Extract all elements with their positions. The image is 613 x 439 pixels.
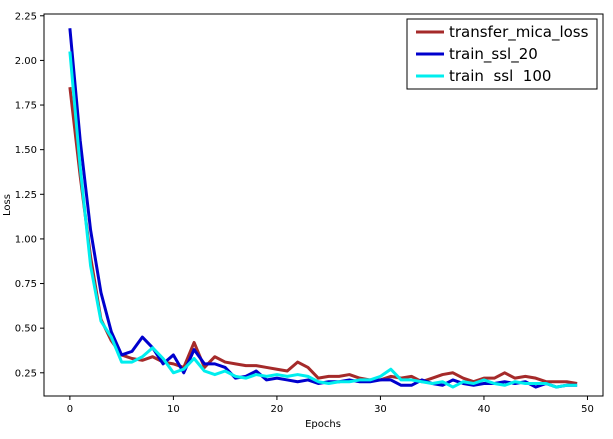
x-tick-label: 20	[271, 404, 284, 415]
x-tick-label: 50	[581, 404, 594, 415]
plot-frame	[43, 13, 604, 397]
series-layer	[68, 28, 578, 389]
series-line-transfer-mica-loss	[68, 87, 578, 385]
y-tick-label: 1.00	[15, 234, 37, 245]
y-axis-title: Loss	[2, 194, 13, 216]
legend-label-transfer-mica-loss: transfer_mica_loss	[449, 23, 589, 42]
y-axis: 0.25 0.50 0.75 1.00 1.25 1.50 1.75 2.00 2.25	[15, 11, 44, 379]
y-tick-label: 2.00	[15, 56, 37, 67]
legend-label-train-ssl-20: train_ssl_20	[449, 45, 538, 64]
y-tick-label: 1.50	[15, 145, 37, 156]
y-tick-label: 0.50	[15, 324, 37, 335]
legend: transfer_mica_loss train_ssl_20 train ss…	[406, 18, 598, 90]
x-tick-label: 0	[67, 404, 73, 415]
y-tick-label: 2.25	[15, 11, 37, 22]
y-tick-label: 0.75	[15, 279, 37, 290]
y-tick-label: 1.25	[15, 190, 37, 201]
y-tick-label: 1.75	[15, 101, 37, 112]
x-tick-label: 30	[374, 404, 387, 415]
series-line-train-ssl-100	[68, 51, 578, 389]
legend-label-train-ssl-100: train ssl 100	[449, 67, 551, 85]
x-axis-title: Epochs	[305, 419, 341, 430]
y-tick-label: 0.25	[15, 368, 37, 379]
x-axis: 0 10 20 30 40 50	[67, 396, 594, 415]
x-tick-label: 40	[478, 404, 491, 415]
x-tick-label: 10	[167, 404, 180, 415]
